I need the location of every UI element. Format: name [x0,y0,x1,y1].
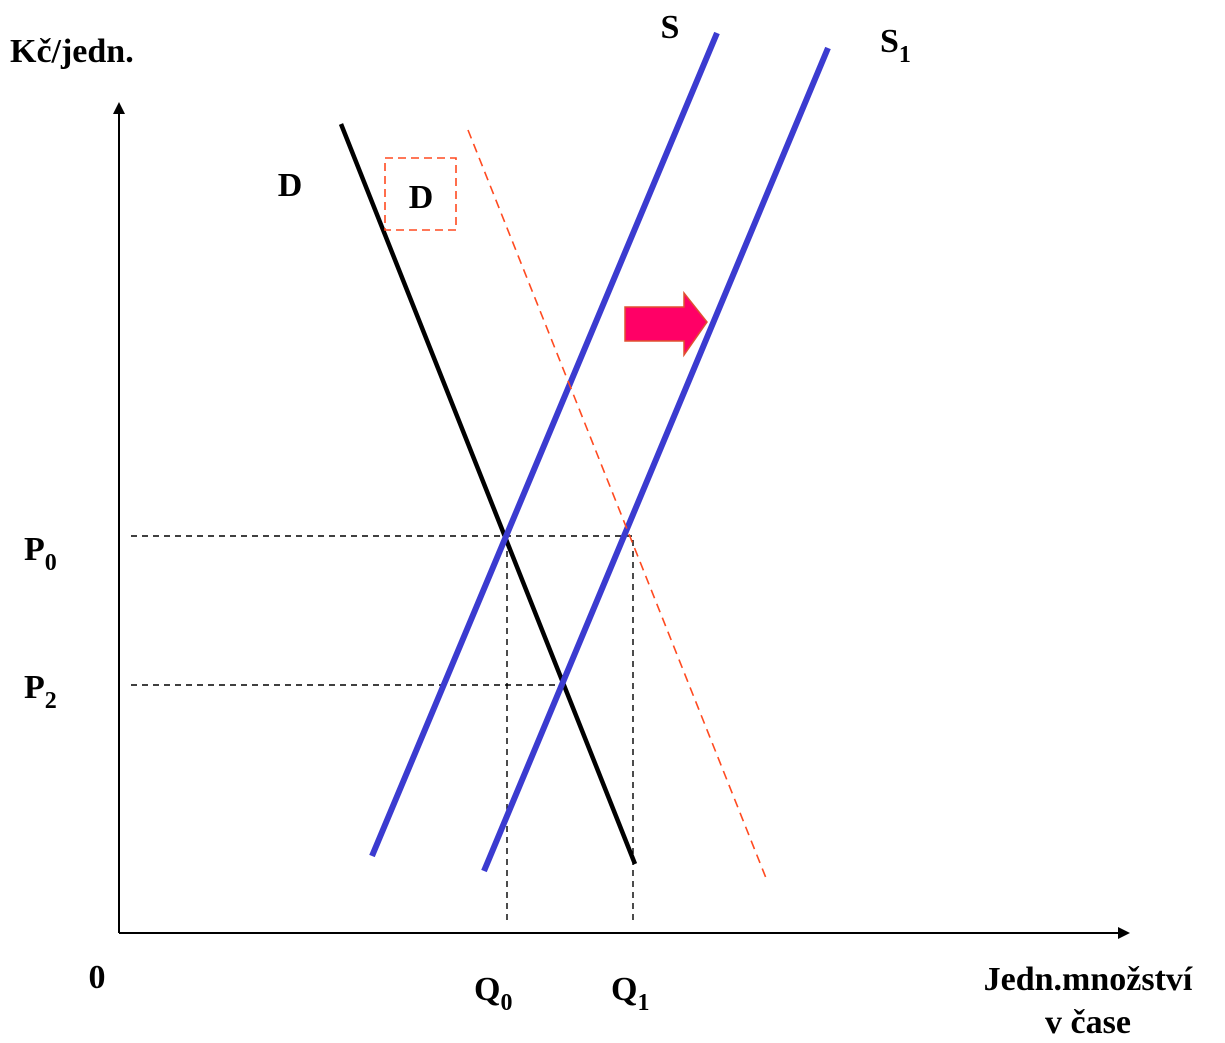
label-s1: S1 [880,23,911,68]
label-s1-main: S [880,23,899,60]
y-axis-label: Kč/jedn. [10,33,134,70]
label-d: D [278,167,303,204]
label-s: S [661,9,680,46]
origin-label: 0 [89,959,106,996]
label-p0-subscript: 0 [45,550,57,576]
label-d-new: D [409,179,434,216]
label-q1-subscript: 1 [637,990,649,1016]
label-q1: Q1 [611,971,649,1016]
x-axis-label-line1: Jedn.množství [984,961,1193,998]
label-p2-subscript: 2 [45,688,57,714]
curve-d-new [467,129,767,879]
label-q0: Q0 [474,971,512,1016]
curve-d [338,123,638,865]
curve-s [369,31,720,858]
label-q1-main: Q [611,971,637,1008]
curve-s1 [481,46,831,873]
label-p2: P2 [24,669,57,714]
label-q0-subscript: 0 [500,990,512,1016]
label-p0: P0 [24,531,57,576]
label-d-new-box [384,157,457,231]
label-q0-main: Q [474,971,500,1008]
x-axis-label-line2: v čase [1045,1004,1131,1041]
label-p0-main: P [24,531,45,568]
right-arrow-icon [624,290,708,358]
label-s1-subscript: 1 [899,42,911,68]
label-p2-main: P [24,669,45,706]
